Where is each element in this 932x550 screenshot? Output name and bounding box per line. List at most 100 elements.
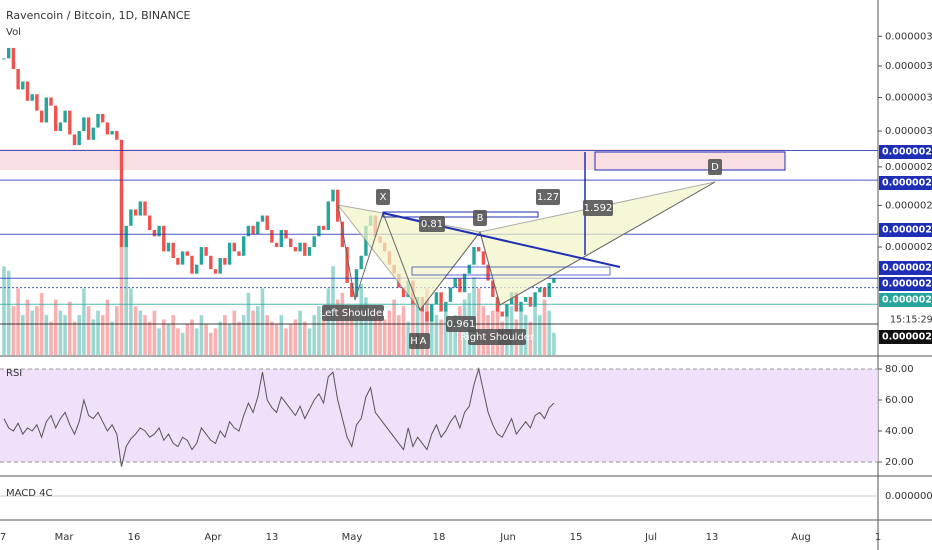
volume-bar bbox=[213, 328, 218, 355]
candle bbox=[133, 209, 138, 216]
candle bbox=[552, 278, 556, 283]
candle bbox=[35, 94, 39, 111]
price-label: 0.00000222 bbox=[882, 279, 932, 290]
volume-bar bbox=[406, 321, 410, 355]
volume-bar bbox=[199, 315, 204, 355]
volume-bar bbox=[284, 328, 288, 355]
candle bbox=[157, 225, 161, 237]
annotation: 0.961 bbox=[447, 319, 476, 330]
candle bbox=[82, 117, 86, 132]
price-label-box bbox=[879, 261, 932, 275]
y-tick-label: 0.00000240 bbox=[885, 242, 932, 253]
volume-bar bbox=[237, 321, 241, 355]
candle bbox=[439, 292, 443, 312]
candle bbox=[321, 225, 326, 231]
volume-bar bbox=[110, 321, 114, 355]
price-label-box bbox=[879, 330, 932, 344]
volume-bar bbox=[115, 306, 119, 355]
candle bbox=[430, 304, 434, 322]
volume-bar bbox=[303, 321, 307, 355]
candle bbox=[110, 131, 114, 135]
candle bbox=[317, 225, 321, 237]
candle bbox=[528, 297, 533, 307]
y-tick-label: 0.00000340 bbox=[885, 61, 932, 72]
x-tick-label: 13 bbox=[266, 532, 279, 543]
y-tick-label: 0.00000260 bbox=[885, 200, 932, 211]
candle bbox=[119, 139, 124, 248]
annotation: A bbox=[420, 336, 427, 347]
volume-bar bbox=[227, 323, 232, 355]
candle bbox=[58, 122, 63, 132]
volume-bar bbox=[30, 310, 34, 355]
volume-bar bbox=[434, 315, 439, 355]
candle bbox=[68, 110, 72, 135]
volume-bar bbox=[86, 306, 91, 355]
volume-bar bbox=[326, 288, 331, 355]
candle bbox=[218, 257, 222, 274]
volume-bar bbox=[528, 321, 533, 355]
supply-zone bbox=[0, 149, 785, 170]
volume-bar bbox=[96, 310, 100, 355]
annotation-box bbox=[409, 333, 419, 349]
candle bbox=[289, 238, 293, 248]
candle bbox=[124, 225, 128, 248]
candle bbox=[7, 47, 11, 59]
annotation-box bbox=[446, 316, 476, 332]
annotation-box bbox=[536, 189, 560, 205]
candle bbox=[176, 257, 180, 265]
volume-bar bbox=[171, 315, 175, 355]
annotation-box bbox=[708, 159, 722, 175]
volume-label: Vol bbox=[6, 27, 21, 38]
volume-bar bbox=[317, 306, 321, 355]
annotation-box bbox=[376, 189, 390, 205]
volume-bar bbox=[354, 315, 359, 355]
candle bbox=[199, 247, 204, 265]
x-tick-label: 7 bbox=[0, 532, 6, 543]
candle bbox=[39, 110, 44, 123]
candle bbox=[180, 251, 185, 265]
volume-bar bbox=[387, 310, 392, 355]
volume-bar bbox=[274, 323, 279, 355]
candle bbox=[223, 257, 227, 265]
volume-bar bbox=[63, 315, 67, 355]
y-tick-label: 0.00000360 bbox=[885, 31, 932, 42]
x-tick-label: 15 bbox=[570, 532, 583, 543]
volume-bar bbox=[133, 306, 138, 355]
volume-bar bbox=[368, 310, 373, 355]
annotation: 1.592 bbox=[584, 203, 613, 214]
volume-bar bbox=[152, 310, 157, 355]
x-tick-label: Aug bbox=[791, 532, 811, 543]
rsi-band bbox=[0, 369, 878, 462]
candle bbox=[195, 264, 199, 274]
volume-bar bbox=[260, 288, 265, 355]
volume-bar bbox=[429, 306, 434, 355]
rsi-tick-label: 60.00 bbox=[885, 395, 914, 406]
candle bbox=[209, 255, 213, 270]
volume-bar bbox=[44, 315, 49, 355]
candle bbox=[72, 134, 77, 146]
volume-bar bbox=[453, 315, 457, 355]
candle bbox=[500, 311, 504, 317]
volume-bar bbox=[552, 332, 556, 355]
price-label: 0.00000226 bbox=[882, 263, 932, 274]
volume-bar bbox=[204, 323, 208, 355]
candle bbox=[270, 230, 274, 243]
volume-bar bbox=[105, 299, 110, 355]
volume-bar bbox=[401, 306, 406, 355]
candle bbox=[2, 58, 6, 60]
candle bbox=[472, 247, 476, 265]
price-label: 0.00000207 bbox=[882, 332, 932, 343]
volume-bar bbox=[382, 319, 387, 355]
volume-bar bbox=[538, 315, 542, 355]
x-tick-label: Jul bbox=[644, 532, 657, 543]
volume-bar bbox=[279, 315, 284, 355]
volume-bar bbox=[91, 319, 96, 355]
chart-title: Ravencoin / Bitcoin, 1D, BINANCE bbox=[6, 9, 191, 22]
volume-bar bbox=[68, 301, 72, 355]
candle bbox=[307, 247, 312, 256]
candle bbox=[293, 247, 298, 252]
candle bbox=[16, 69, 20, 90]
countdown-box bbox=[879, 313, 932, 327]
x-tick-label: Mar bbox=[55, 532, 75, 543]
annotation: H bbox=[410, 336, 418, 347]
